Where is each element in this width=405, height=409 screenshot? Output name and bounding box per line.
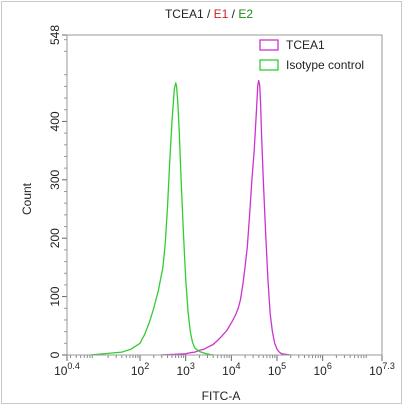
x-tick-label: 100.4 — [54, 361, 80, 378]
x-tick-label: 105 — [268, 361, 286, 378]
legend: TCEA1 Isotype control — [259, 38, 364, 72]
chart-title: TCEA1 / E1 / E2 — [165, 7, 253, 21]
title-part-1: / — [204, 7, 214, 21]
x-axis-label: FITC-A — [202, 389, 241, 403]
x-tick-label: 102 — [131, 361, 149, 378]
x-tick-label: 104 — [222, 361, 240, 378]
chart-frame: TCEA1 / E1 / E2 0 100 200 300 400 548 100.4 10… — [1, 1, 402, 404]
x-tick-base: 10 — [177, 364, 191, 378]
x-tick-exponent: 6 — [327, 361, 332, 371]
title-part-0: TCEA1 — [165, 7, 204, 21]
series-line-isotype-control — [89, 82, 214, 356]
x-tick-base: 10 — [313, 364, 327, 378]
x-tick-exponent: 7.3 — [382, 361, 395, 371]
y-axis-ticks: 0 100 200 300 400 548 — [48, 25, 67, 358]
x-tick-exponent: 4 — [236, 361, 241, 371]
y-tick-label: 300 — [48, 169, 62, 189]
x-tick-exponent: 2 — [144, 361, 149, 371]
y-tick-label: 0 — [48, 351, 62, 358]
x-tick-label: 106 — [313, 361, 331, 378]
legend-label: TCEA1 — [286, 38, 325, 52]
x-tick-exponent: 5 — [281, 361, 286, 371]
x-tick-base: 10 — [54, 364, 68, 378]
plot-area-border — [66, 34, 383, 356]
y-tick-label: 400 — [48, 111, 62, 131]
title-part-3: / — [228, 7, 238, 21]
x-tick-exponent: 0.4 — [67, 361, 80, 371]
x-axis-ticks: 100.4 102 103 104 105 106 107.3 — [54, 355, 395, 378]
series-group — [89, 79, 291, 356]
legend-swatch — [259, 39, 279, 51]
y-tick-label: 100 — [48, 286, 62, 306]
series-line-tcea1 — [160, 79, 291, 356]
x-tick-label: 103 — [177, 361, 195, 378]
legend-swatch — [259, 59, 279, 71]
y-tick-label: 548 — [48, 25, 62, 45]
x-tick-base: 10 — [222, 364, 236, 378]
x-tick-label: 107.3 — [369, 361, 395, 378]
x-tick-base: 10 — [369, 364, 383, 378]
x-tick-base: 10 — [268, 364, 282, 378]
y-tick-label: 200 — [48, 228, 62, 248]
title-part-4: E2 — [238, 7, 253, 21]
x-tick-base: 10 — [131, 364, 145, 378]
legend-label: Isotype control — [286, 58, 364, 72]
title-part-2: E1 — [214, 7, 229, 21]
y-axis-label: Count — [20, 182, 34, 215]
x-tick-exponent: 3 — [190, 361, 195, 371]
